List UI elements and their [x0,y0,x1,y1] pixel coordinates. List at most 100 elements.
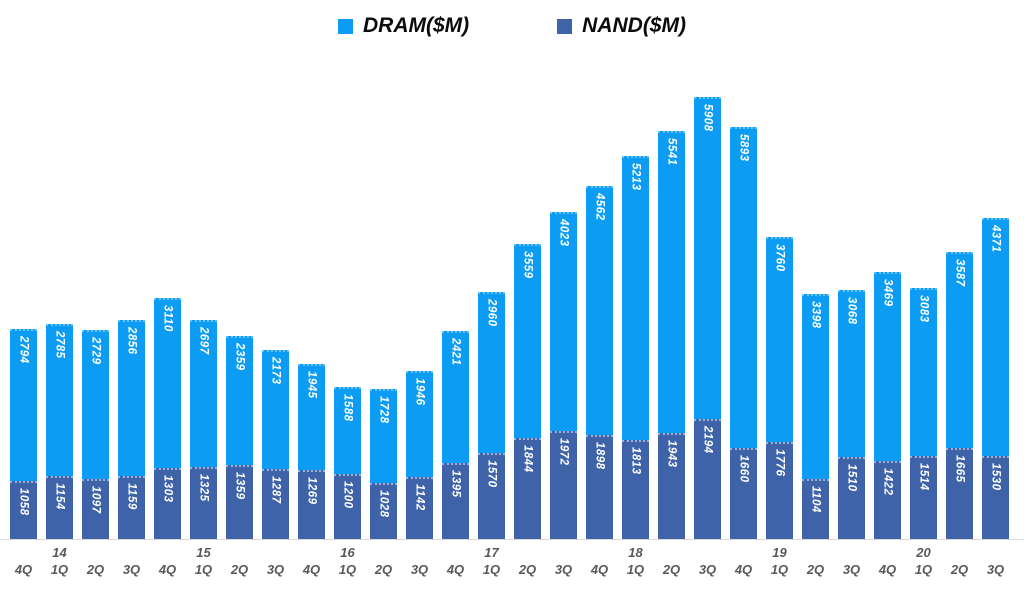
bar-column: 2785 1154 14 1Q [46,97,73,578]
nand-value-label: 1844 [521,445,534,473]
year-label [442,544,469,561]
dram-segment: 3587 [946,252,973,448]
nand-value-label: 1028 [377,490,390,518]
dram-segment: 1946 [406,371,433,477]
nand-value-label: 1514 [917,463,930,491]
nand-segment: 1813 [622,440,649,539]
dram-value-label: 3068 [845,297,858,325]
legend-item-nand: NAND($M) [557,14,686,38]
nand-segment: 1154 [46,476,73,539]
stacked-bar: 3469 1422 [874,97,901,539]
quarter-label: 1Q [338,562,357,577]
bar-column: 3587 1665 2Q [946,97,973,578]
dram-segment: 5908 [694,97,721,419]
nand-value-label: 1154 [53,483,66,510]
dram-segment: 5893 [730,127,757,448]
nand-segment: 1660 [730,448,757,539]
year-label [946,544,973,561]
nand-value-label: 1395 [449,470,462,498]
stacked-bar: 2697 1325 [190,97,217,539]
nand-value-label: 1200 [341,481,354,509]
year-label: 20 [916,545,931,560]
year-label [874,544,901,561]
dram-segment: 3068 [838,290,865,457]
bar-column: 3068 1510 3Q [838,97,865,578]
bar-column: 4023 1972 3Q [550,97,577,578]
stacked-bar: 3559 1844 [514,97,541,539]
stacked-bar: 5893 1660 [730,97,757,539]
stacked-bar: 2856 1159 [118,97,145,539]
year-label [550,544,577,561]
dram-segment: 2785 [46,324,73,476]
year-label [658,544,685,561]
bar-column: 3559 1844 2Q [514,97,541,578]
bar-column: 3083 1514 20 1Q [910,97,937,578]
dram-value-label: 2960 [485,299,498,327]
nand-segment: 1097 [82,479,109,539]
nand-segment: 1303 [154,468,181,539]
nand-value-label: 1097 [89,486,102,514]
dram-segment: 3559 [514,244,541,438]
nand-value-label: 1422 [881,468,894,496]
plot: 2794 1058 4Q 2785 1154 14 1Q 2729 1097 2Q 2856 1159… [0,97,1024,578]
bar-column: 1945 1269 4Q [298,97,325,578]
nand-segment: 1530 [982,456,1009,539]
nand-value-label: 1898 [593,442,606,470]
year-label [298,544,325,561]
bar-column: 3398 1104 2Q [802,97,829,578]
quarter-label: 2Q [86,562,105,577]
nand-segment: 1514 [910,456,937,539]
dram-value-label: 5541 [665,138,678,166]
nand-value-label: 2194 [701,426,714,454]
nand-segment: 2194 [694,419,721,539]
stacked-bar: 3083 1514 [910,97,937,539]
dram-value-label: 2794 [17,336,30,364]
nand-value-label: 1058 [17,488,30,516]
year-label: 14 [52,545,67,560]
dram-value-label: 3559 [521,251,534,279]
quarter-label: 4Q [590,562,609,577]
quarter-label: 1Q [770,562,789,577]
year-label [730,544,757,561]
bar-column: 2794 1058 4Q [10,97,37,578]
year-label [118,544,145,561]
dram-segment: 3083 [910,288,937,456]
nand-value-label: 1570 [485,460,498,488]
bar-column: 5213 1813 18 1Q [622,97,649,578]
nand-segment: 1972 [550,431,577,539]
year-label [802,544,829,561]
year-label: 18 [628,545,643,560]
dram-value-label: 2856 [125,327,138,355]
dram-segment: 2794 [10,329,37,481]
nand-value-label: 1269 [305,477,318,505]
quarter-label: 3Q [410,562,429,577]
nand-segment: 1269 [298,470,325,539]
stacked-bar: 4562 1898 [586,97,613,539]
dram-segment: 4562 [586,186,613,435]
quarter-label: 1Q [914,562,933,577]
dram-value-label: 3083 [917,295,930,323]
year-label: 17 [484,545,499,560]
nand-segment: 1359 [226,465,253,539]
dram-segment: 2729 [82,330,109,479]
stacked-bar: 1588 1200 [334,97,361,539]
bar-column: 2729 1097 2Q [82,97,109,578]
bar-column: 3110 1303 4Q [154,97,181,578]
nand-value-label: 1510 [845,464,858,492]
quarter-label: 3Q [122,562,141,577]
stacked-bar: 3398 1104 [802,97,829,539]
quarter-label: 4Q [302,562,321,577]
stacked-bar: 5541 1943 [658,97,685,539]
dram-value-label: 5893 [737,134,750,162]
year-label [514,544,541,561]
nand-value-label: 1972 [557,438,570,466]
nand-value-label: 1776 [773,449,786,477]
legend-label-dram: DRAM($M) [363,14,470,37]
bar-column: 2359 1359 2Q [226,97,253,578]
quarter-label: 3Q [266,562,285,577]
dram-segment: 5213 [622,156,649,440]
dram-segment: 3760 [766,237,793,442]
quarter-label: 3Q [842,562,861,577]
dram-value-label: 1945 [305,371,318,399]
quarter-label: 4Q [158,562,177,577]
